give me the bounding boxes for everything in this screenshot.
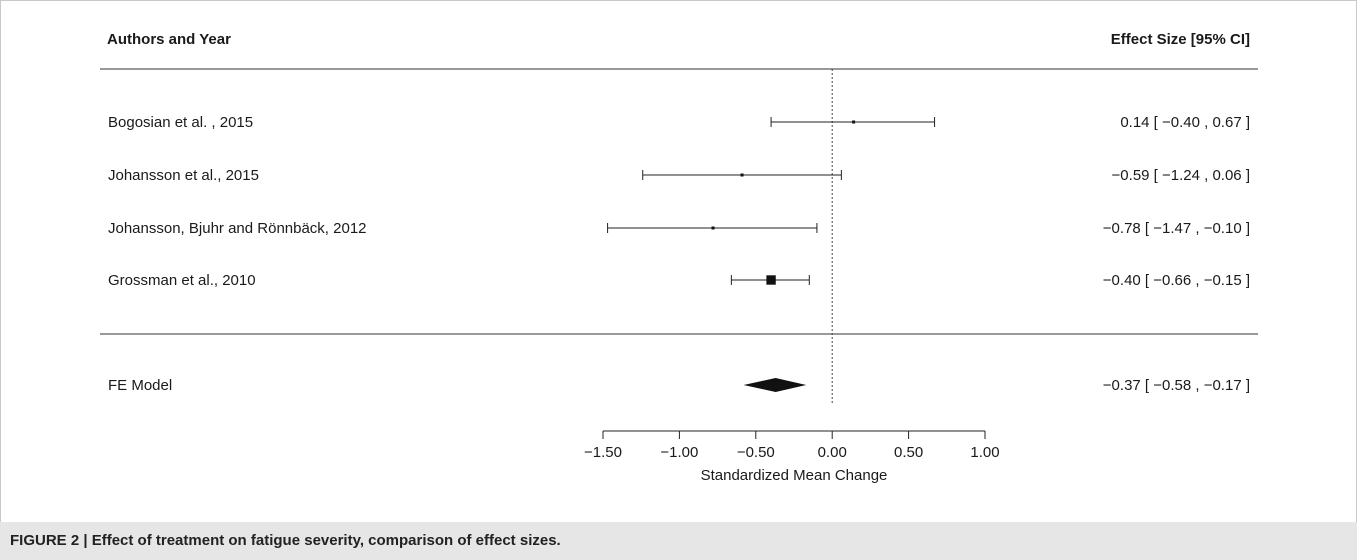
study-rows: Bogosian et al. , 2015 0.14 [ −0.40 , 0.6…	[108, 69, 1250, 405]
point-estimate	[711, 226, 715, 230]
point-estimate	[852, 120, 856, 124]
x-tick-label: −1.00	[660, 444, 698, 461]
header-authors-year: Authors and Year	[107, 31, 231, 48]
study-row: Bogosian et al. , 2015 0.14 [ −0.40 , 0.6…	[108, 114, 1250, 131]
study-row: Grossman et al., 2010 −0.40 [ −0.66 , −0.…	[108, 272, 1250, 289]
study-effect-text: −0.59 [ −1.24 , 0.06 ]	[1112, 167, 1250, 184]
study-label: Johansson, Bjuhr and Rönnbäck, 2012	[108, 220, 367, 237]
summary-effect-text: −0.37 [ −0.58 , −0.17 ]	[1103, 377, 1250, 394]
summary-diamond	[743, 378, 807, 392]
study-effect-text: −0.40 [ −0.66 , −0.15 ]	[1103, 272, 1250, 289]
study-label: Bogosian et al. , 2015	[108, 114, 253, 131]
study-label: Grossman et al., 2010	[108, 272, 256, 289]
x-tick-label: −0.50	[737, 444, 775, 461]
study-row: Johansson et al., 2015 −0.59 [ −1.24 , 0.…	[108, 167, 1250, 184]
study-effect-text: 0.14 [ −0.40 , 0.67 ]	[1120, 114, 1250, 131]
point-estimate	[766, 275, 776, 285]
forest-plot: Authors and Year Effect Size [95% CI] Bo…	[100, 31, 1258, 484]
x-tick-label: 1.00	[970, 444, 999, 461]
study-row: Johansson, Bjuhr and Rönnbäck, 2012 −0.78…	[108, 220, 1250, 237]
summary-label: FE Model	[108, 377, 172, 394]
study-label: Johansson et al., 2015	[108, 167, 259, 184]
x-tick-label: −1.50	[584, 444, 622, 461]
header-effect-size: Effect Size [95% CI]	[1111, 31, 1250, 48]
x-tick-label: 0.00	[818, 444, 847, 461]
summary-row: FE Model −0.37 [ −0.58 , −0.17 ]	[108, 377, 1250, 394]
caption-text: FIGURE 2 | Effect of treatment on fatigu…	[10, 532, 561, 549]
x-axis-label: Standardized Mean Change	[701, 467, 888, 484]
x-tick-label: 0.50	[894, 444, 923, 461]
x-axis: −1.50 −1.00 −0.50 0.00 0.50 1.00	[584, 430, 1000, 461]
point-estimate	[740, 173, 744, 177]
figure-caption: FIGURE 2 | Effect of treatment on fatigu…	[0, 522, 1357, 560]
study-effect-text: −0.78 [ −1.47 , −0.10 ]	[1103, 220, 1250, 237]
